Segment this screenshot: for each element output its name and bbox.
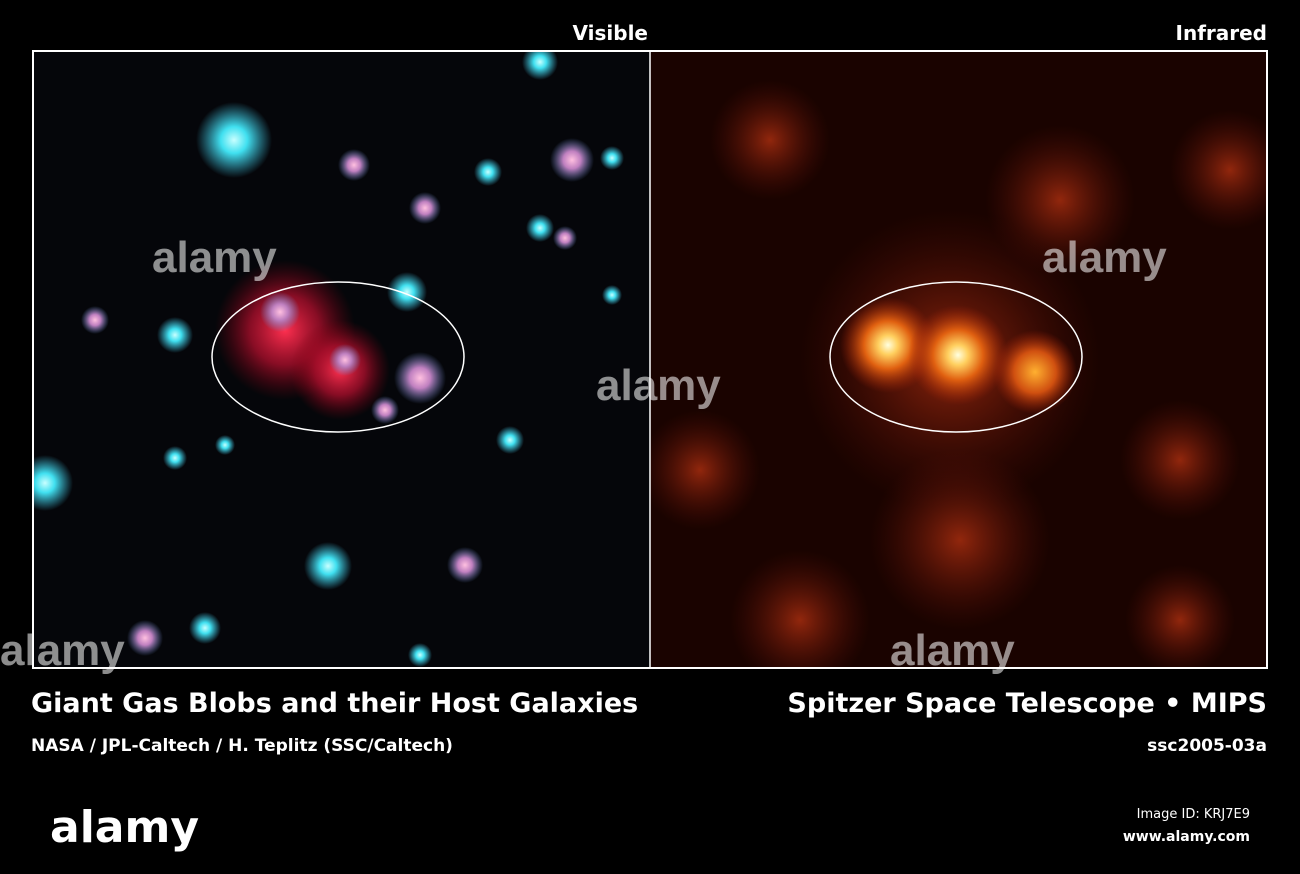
watermark: alamy — [890, 626, 1015, 675]
visible-image — [33, 51, 650, 668]
url: www.alamy.com — [1123, 829, 1250, 845]
panel-label: Visible — [573, 21, 648, 45]
watermark: alamy — [1042, 233, 1167, 282]
watermark: alamy — [152, 233, 277, 282]
image-id: Image ID: KRJ7E9 — [1137, 807, 1250, 822]
caption-title: Giant Gas Blobs and their Host Galaxies — [31, 688, 638, 719]
infrared-image — [650, 51, 1267, 668]
highlight-ellipse — [211, 281, 465, 433]
watermark: alamy — [0, 626, 125, 675]
panel-label: Infrared — [1176, 21, 1267, 45]
watermark: alamy — [596, 361, 721, 410]
credit: NASA / JPL-Caltech / H. Teplitz (SSC/Cal… — [31, 736, 453, 756]
logo: alamy — [50, 802, 199, 853]
watermarks: alamy alamy alamy alamy alamy — [0, 233, 1167, 675]
highlight-ellipse — [829, 281, 1083, 433]
caption-title: Spitzer Space Telescope • MIPS — [787, 688, 1267, 719]
image-code: ssc2005-03a — [1147, 736, 1267, 756]
